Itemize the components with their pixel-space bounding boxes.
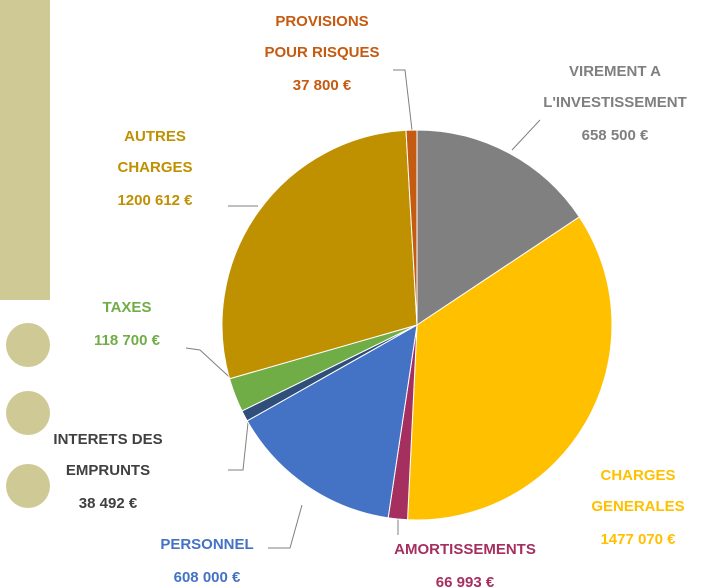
value-label: 38 492 €	[79, 495, 138, 512]
decor-bar	[0, 0, 50, 300]
category-label: PROVISIONS POUR RISQUES	[264, 13, 379, 61]
decor-dot	[6, 464, 50, 508]
pie-slice	[221, 129, 418, 380]
category-label: AUTRES CHARGES	[117, 128, 192, 176]
decor-dot	[6, 323, 50, 367]
category-label: VIREMENT A L'INVESTISSEMENT	[543, 63, 687, 111]
category-label: INTERETS DES EMPRUNTS	[53, 431, 162, 479]
value-label: 1200 612 €	[117, 192, 193, 209]
pie-slice	[407, 216, 613, 521]
category-label: CHARGES GENERALES	[591, 467, 684, 515]
value-label: 658 500 €	[582, 127, 649, 144]
value-label: 1477 070 €	[600, 531, 676, 548]
decor-dot	[6, 391, 50, 435]
value-label: 66 993 €	[436, 574, 495, 588]
category-label: AMORTISSEMENTS	[394, 541, 536, 558]
value-label: 608 000 €	[174, 569, 241, 586]
category-label: PERSONNEL	[160, 536, 253, 553]
pie-slice	[416, 129, 581, 326]
pie-slice	[405, 129, 418, 326]
value-label: 118 700 €	[94, 332, 161, 349]
value-label: 37 800 €	[293, 77, 352, 94]
category-label: TAXES	[103, 299, 152, 316]
pie-slice	[246, 324, 418, 519]
